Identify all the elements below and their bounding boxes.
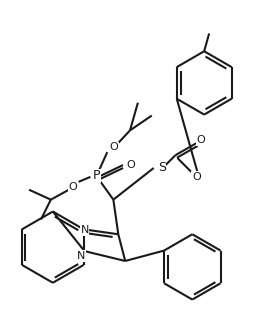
Text: O: O [192, 172, 201, 182]
Text: S: S [158, 162, 166, 174]
Text: N: N [81, 225, 89, 235]
Text: N: N [77, 251, 86, 261]
Text: O: O [110, 142, 119, 152]
Text: O: O [127, 160, 135, 170]
Text: O: O [68, 182, 77, 192]
Text: P: P [93, 169, 100, 182]
Text: O: O [197, 135, 206, 145]
